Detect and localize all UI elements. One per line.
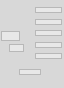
FancyBboxPatch shape	[35, 42, 61, 47]
FancyBboxPatch shape	[9, 44, 23, 51]
FancyBboxPatch shape	[35, 30, 61, 35]
FancyBboxPatch shape	[35, 19, 61, 24]
FancyBboxPatch shape	[35, 53, 61, 58]
FancyBboxPatch shape	[35, 7, 61, 12]
FancyBboxPatch shape	[1, 31, 19, 40]
FancyBboxPatch shape	[19, 69, 40, 74]
